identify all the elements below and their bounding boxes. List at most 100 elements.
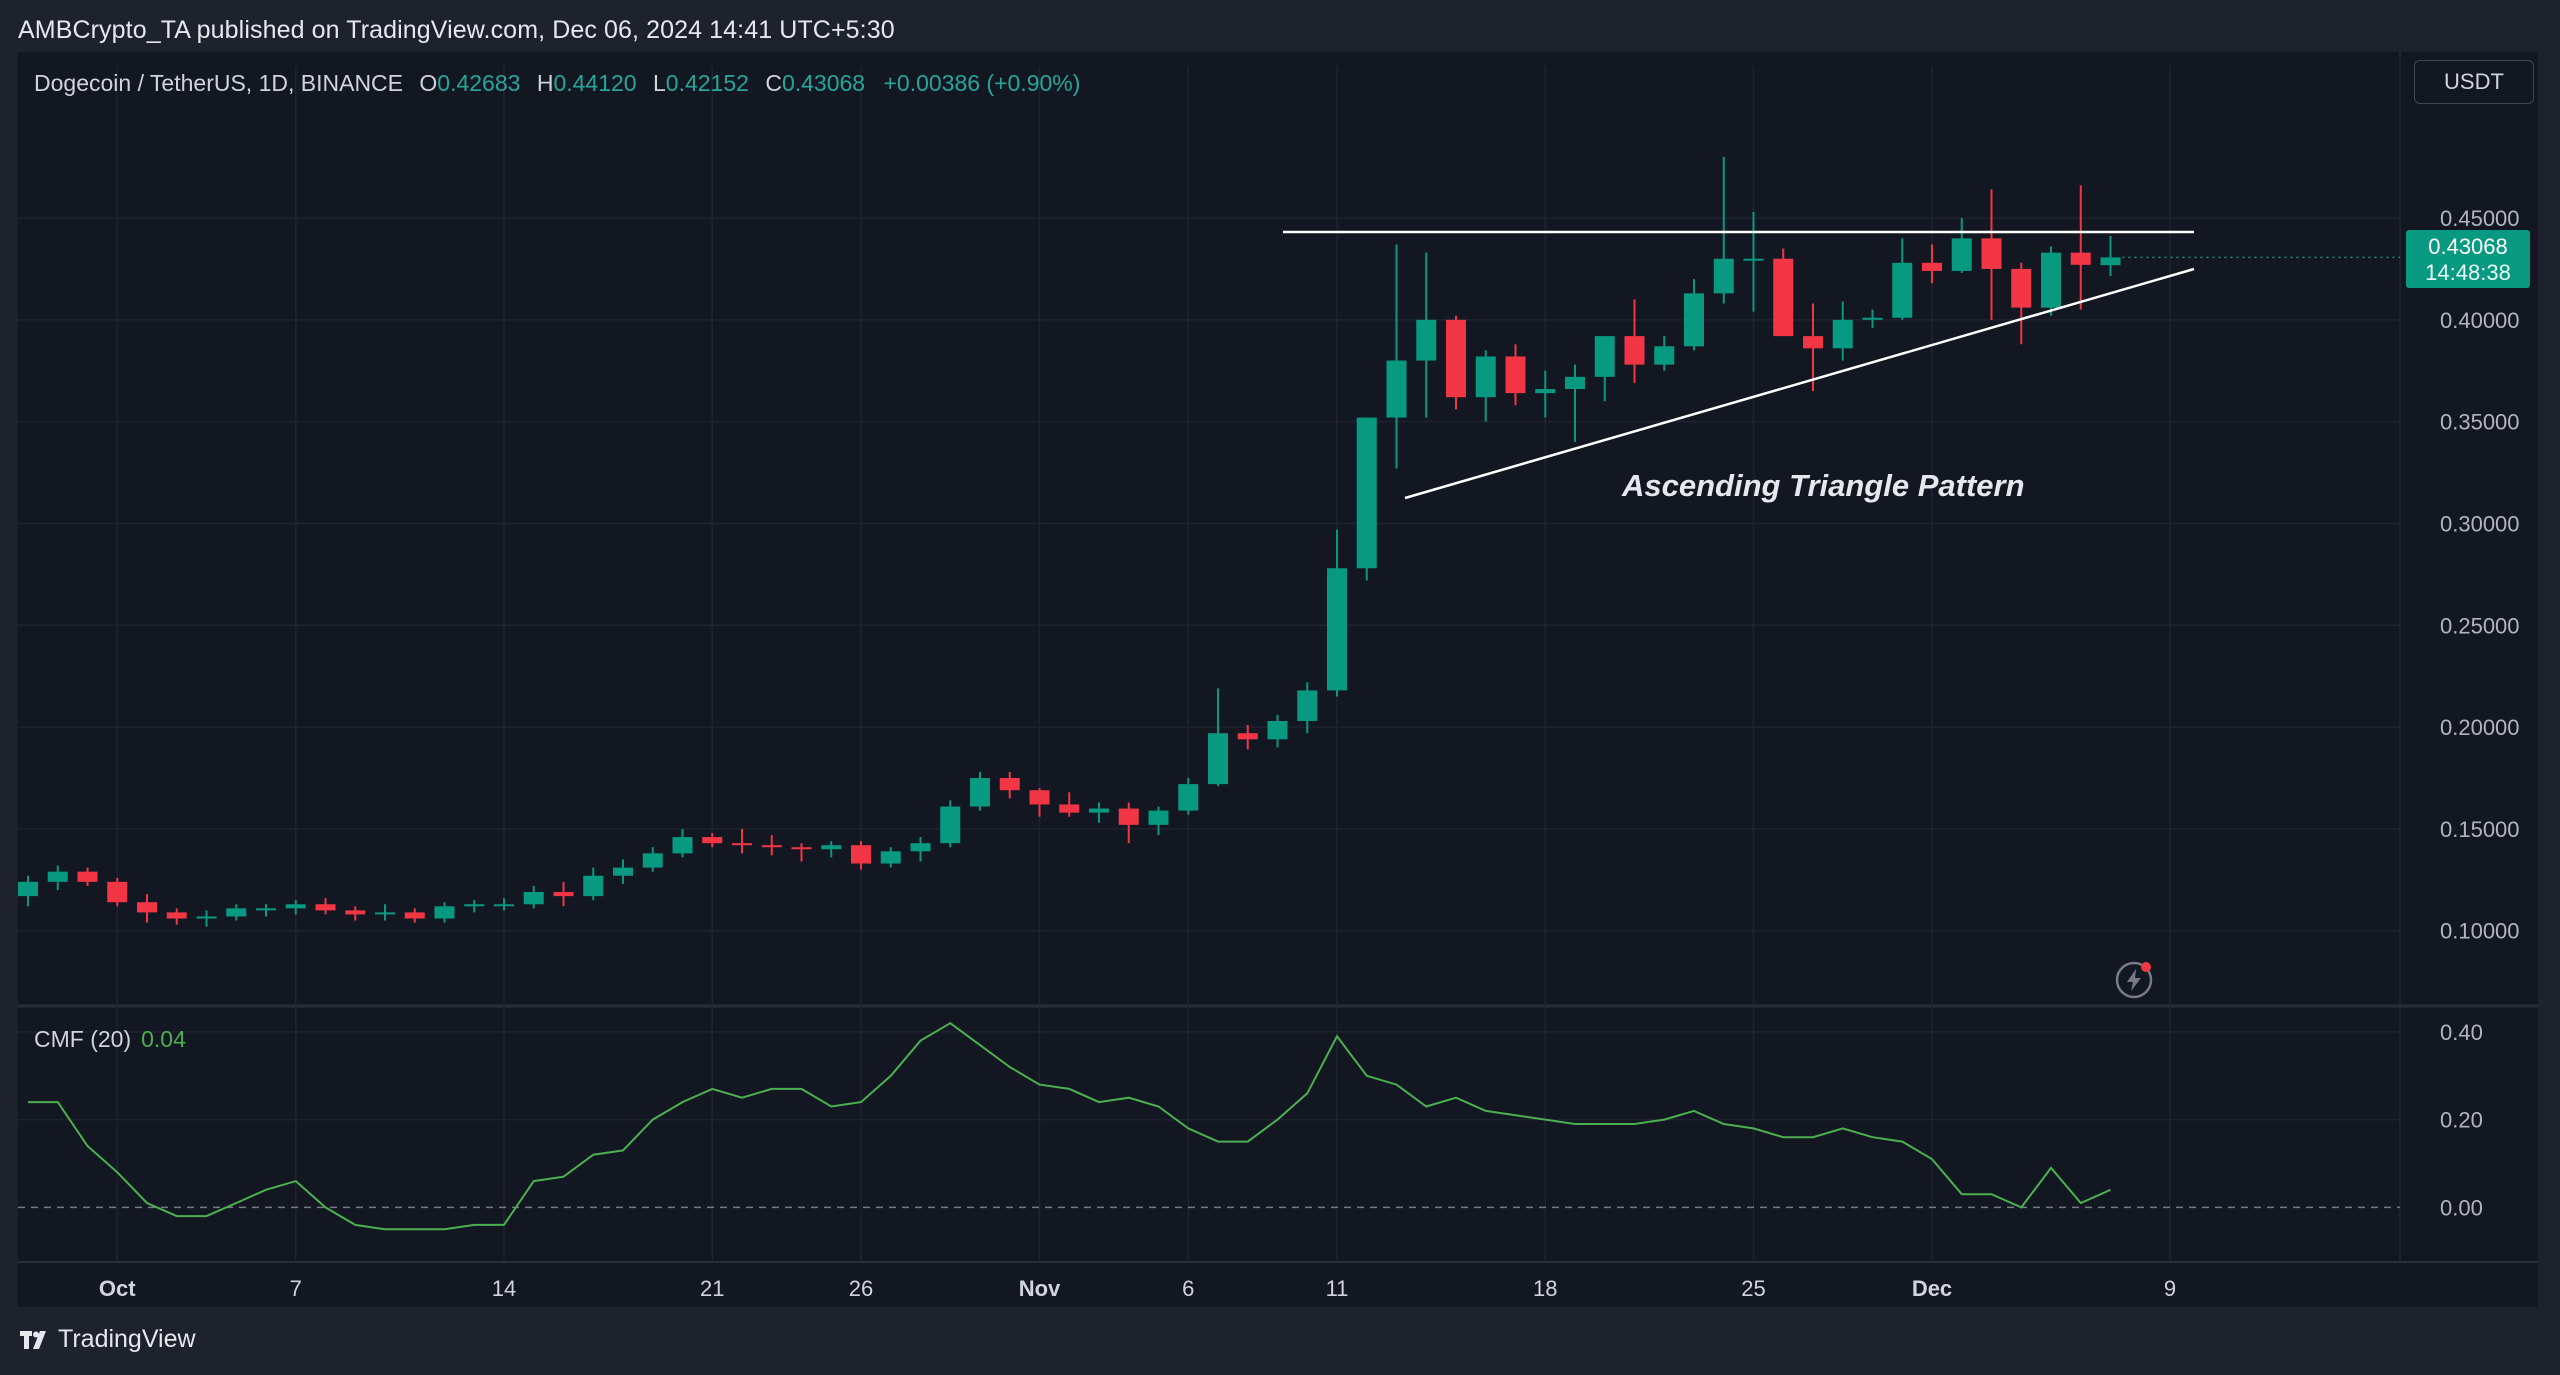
candle-body — [1029, 790, 1050, 805]
candle-body — [1267, 720, 1288, 740]
candle-body — [1951, 238, 1972, 271]
price-tick-label: 0.35000 — [2440, 410, 2520, 435]
price-tick-label: 0.20000 — [2440, 715, 2520, 740]
candle-body — [2070, 252, 2091, 265]
bar-countdown: 14:48:38 — [2425, 260, 2511, 285]
candle-body — [880, 851, 901, 864]
candle-body — [285, 904, 306, 909]
high-value: 0.44120 — [553, 70, 637, 96]
candle-body — [553, 892, 574, 897]
x-tick-label: Oct — [99, 1276, 136, 1301]
symbol-name[interactable]: Dogecoin / TetherUS, 1D, BINANCE — [34, 70, 404, 96]
candle-body — [196, 916, 217, 919]
candle-body — [1446, 319, 1466, 398]
candle-body — [1089, 808, 1109, 813]
open-label: O — [419, 70, 438, 96]
cmf-line — [28, 1022, 2111, 1231]
last-price-label: 0.43068 14:48:38 — [2406, 230, 2530, 288]
candle-body — [434, 906, 455, 919]
candle-body — [18, 881, 38, 897]
candle-body — [47, 871, 68, 882]
candle-body — [226, 908, 247, 917]
candle-body — [1922, 262, 1942, 271]
candle-body — [940, 806, 961, 844]
price-tick-label: 0.30000 — [2440, 511, 2520, 536]
candle-body — [1981, 238, 2002, 269]
symbol-legend[interactable]: Dogecoin / TetherUS, 1D, BINANCE O0.4268… — [34, 70, 1080, 97]
price-tick-label: 0.25000 — [2440, 613, 2520, 638]
candle-body — [1356, 417, 1377, 569]
x-tick-label: 9 — [2164, 1276, 2176, 1301]
x-tick-label: Dec — [1912, 1276, 1952, 1301]
cmf-tick-label: 0.40 — [2440, 1020, 2483, 1045]
open-value: 0.42683 — [437, 70, 521, 96]
alert-bolt — [2127, 969, 2141, 991]
candle-body — [821, 845, 842, 850]
alert-ring — [2115, 961, 2153, 999]
candle-body — [523, 892, 544, 905]
candle-body — [1624, 336, 1645, 365]
price-tick-label: 0.45000 — [2440, 206, 2520, 231]
candle-body — [2100, 257, 2121, 266]
candle-body — [1832, 319, 1853, 349]
x-tick-label: 11 — [1326, 1276, 1349, 1301]
lightning-alert-icon[interactable] — [2115, 961, 2153, 999]
candle-body — [256, 908, 276, 911]
candle-body — [1297, 690, 1318, 721]
close-label: C — [765, 70, 782, 96]
candle-body — [1327, 568, 1347, 691]
cmf-value: 0.04 — [141, 1026, 186, 1052]
candle-body — [1803, 336, 1823, 349]
alert-badge — [2141, 962, 2151, 972]
candle-body — [1208, 733, 1228, 785]
x-tick-label: 21 — [700, 1276, 724, 1301]
candle-body — [999, 778, 1020, 791]
candle-body — [1178, 784, 1199, 811]
cmf-label[interactable]: CMF (20) — [34, 1026, 132, 1052]
currency-button[interactable]: USDT — [2414, 60, 2534, 104]
candle-body — [345, 910, 366, 915]
change-value: +0.00386 (+0.90%) — [883, 70, 1081, 96]
candle-body — [1684, 293, 1704, 347]
candle-body — [404, 912, 425, 919]
pattern-annotation[interactable]: Ascending Triangle Pattern — [1622, 468, 2025, 503]
candle-body — [642, 853, 663, 868]
candle-body — [583, 875, 604, 897]
close-value: 0.43068 — [781, 70, 866, 96]
x-tick-label: 25 — [1741, 1276, 1765, 1301]
candle-body — [732, 843, 752, 846]
candle-body — [2011, 268, 2032, 308]
candle-body — [1505, 356, 1526, 394]
candle-body — [1118, 808, 1139, 825]
chart-canvas[interactable]: Oct 7 14 21 26 Nov 6 11 18 25 Dec 9 0.45000 0.40000 0.… — [18, 52, 2538, 1307]
candle-body — [791, 847, 812, 850]
candle-body — [494, 904, 514, 907]
x-tick-label: 6 — [1182, 1276, 1194, 1301]
cmf-tick-label: 0.00 — [2440, 1195, 2483, 1220]
candle-body — [1654, 346, 1675, 365]
brand-name: TradingView — [58, 1325, 196, 1353]
candle-body — [1148, 810, 1169, 825]
last-price-value: 0.43068 — [2428, 234, 2508, 259]
candle-body — [702, 837, 723, 844]
price-tick-label: 0.15000 — [2440, 817, 2520, 842]
candle-body — [1565, 376, 1585, 390]
high-label: H — [536, 70, 554, 96]
candle-body — [375, 912, 395, 915]
tradingview-brand[interactable]: TradingView — [20, 1325, 196, 1354]
candle-body — [464, 904, 485, 907]
x-tick-label: 26 — [849, 1276, 873, 1301]
candle-body — [761, 845, 782, 848]
price-tick-label: 0.40000 — [2440, 308, 2520, 333]
cmf-legend[interactable]: CMF (20) 0.04 — [34, 1026, 186, 1053]
candle-body — [1535, 389, 1556, 394]
x-tick-label: 14 — [492, 1276, 516, 1301]
candle-body — [910, 843, 931, 852]
candle-body — [1594, 336, 1615, 377]
candle-body — [1386, 360, 1407, 418]
chart-frame[interactable]: Oct 7 14 21 26 Nov 6 11 18 25 Dec 9 0.45000 0.40000 0.… — [18, 52, 2538, 1307]
tradingview-logo-icon — [20, 1330, 46, 1349]
x-tick-label: 7 — [290, 1276, 302, 1301]
candle-body — [613, 867, 633, 876]
ascending-support-line — [1404, 267, 2195, 500]
